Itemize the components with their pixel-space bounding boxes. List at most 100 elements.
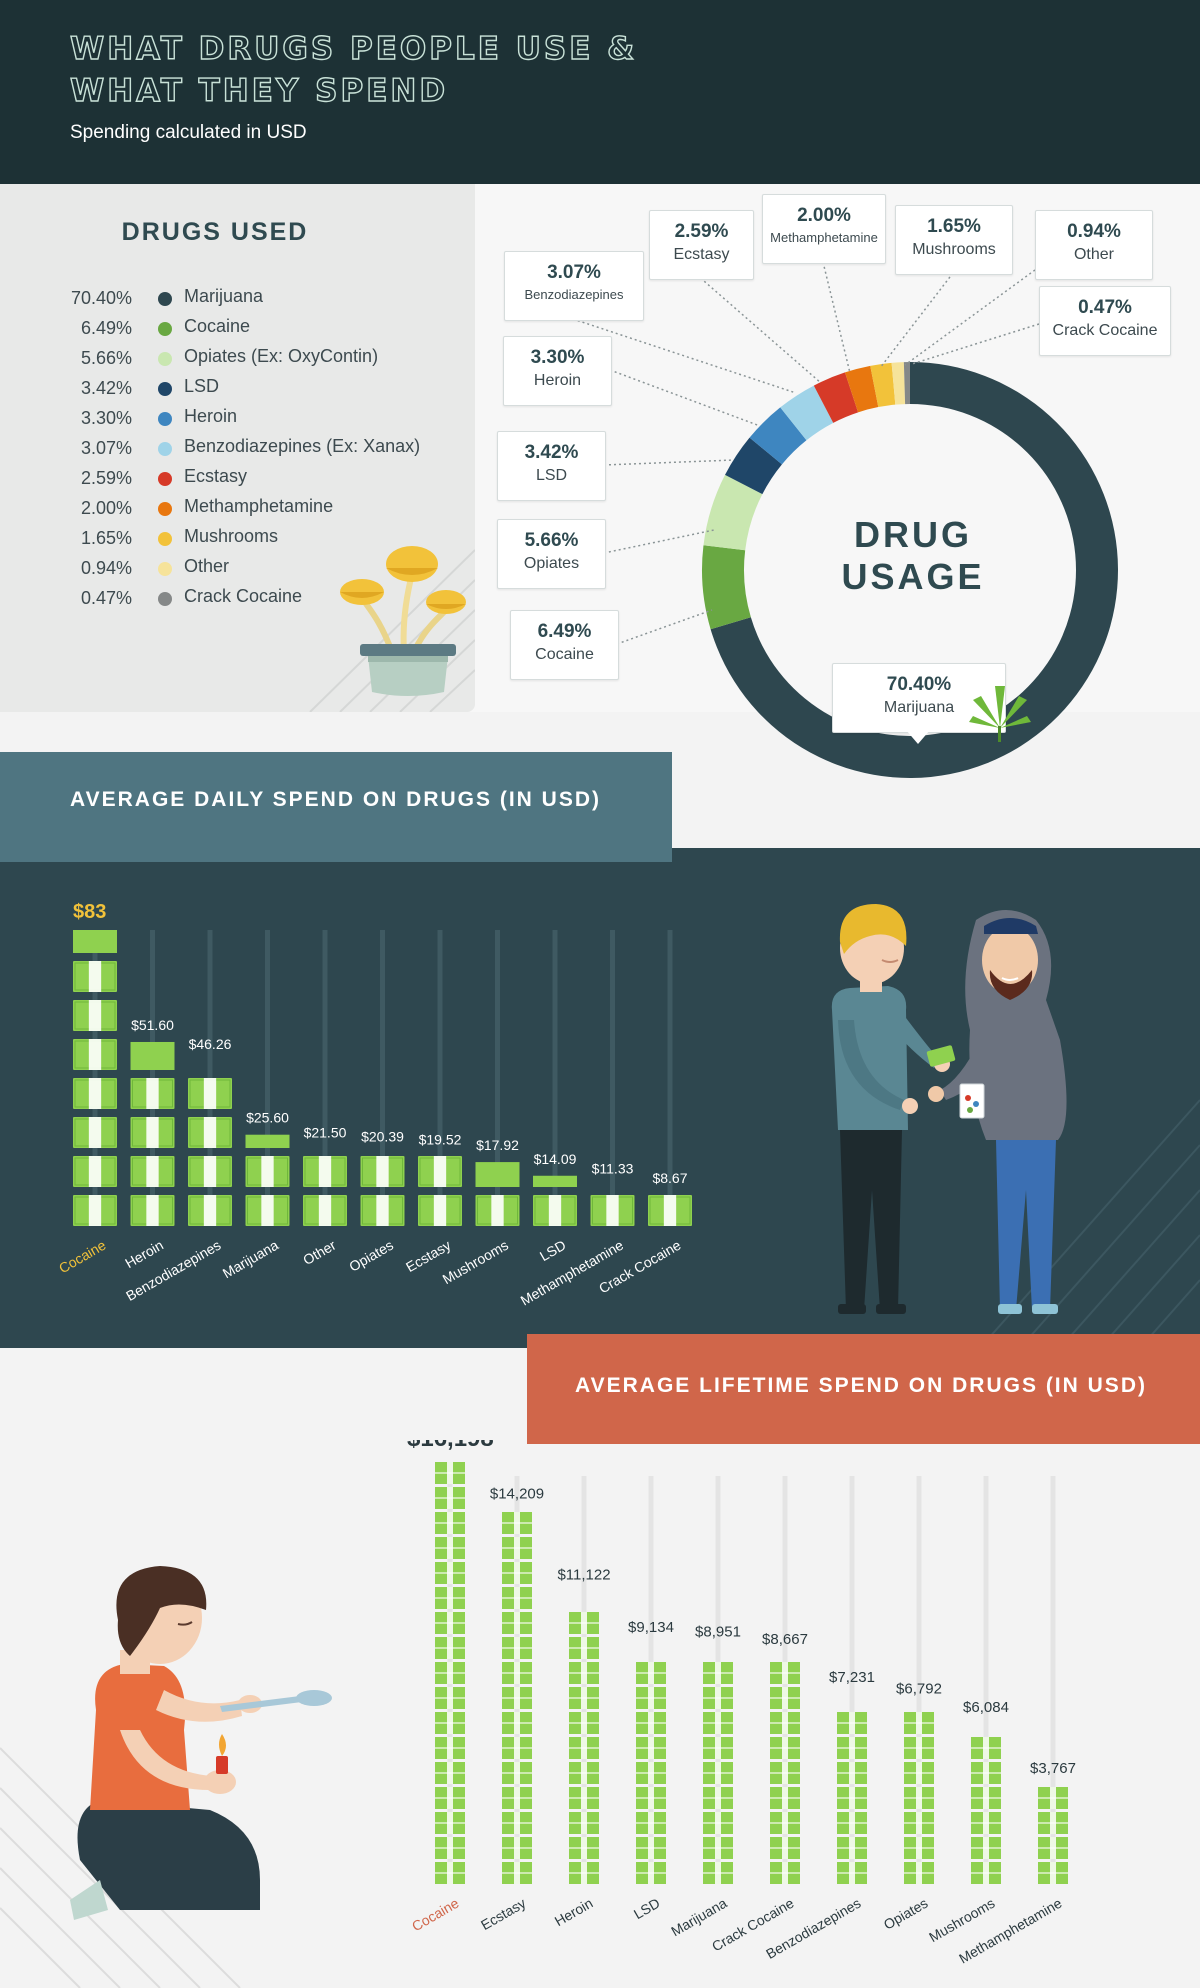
legend-swatch-icon (158, 562, 172, 576)
callout-crack-cocaine: 0.47% Crack Cocaine (1039, 286, 1171, 356)
lifetime-value-label: $6,084 (963, 1699, 1009, 1716)
lifetime-category-label: Heroin (552, 1895, 596, 1929)
legend-item-label: LSD (184, 376, 220, 396)
legend-swatch-icon (158, 292, 172, 306)
callout-name: Marijuana (883, 699, 955, 716)
lifetime-value-label: $6,792 (896, 1680, 942, 1697)
daily-category-label: Mushrooms (440, 1237, 511, 1287)
lifetime-bar-methamphetamine (1038, 1787, 1068, 1884)
legend-item-heroin: 3.30% Heroin (60, 402, 460, 432)
callout-name: Cocaine (535, 646, 594, 663)
callout-leader-line (616, 609, 713, 645)
page-title: WHAT DRUGS PEOPLE USE & WHAT THEY SPEND (69, 30, 638, 109)
legend-item-label: Marijuana (184, 286, 264, 306)
legend-swatch-icon (158, 322, 172, 336)
lifetime-value-label: $9,134 (628, 1619, 674, 1636)
daily-value-label: $21.50 (304, 1124, 347, 1140)
lifetime-value-label: $11,122 (557, 1566, 610, 1583)
callout-mushrooms: 1.65% Mushrooms (895, 205, 1013, 275)
lifetime-bar-lsd (636, 1662, 666, 1884)
lifetime-bar-marijuana (703, 1662, 733, 1884)
daily-bar-mushrooms (475, 1162, 520, 1226)
lifetime-value-label: $8,951 (695, 1624, 741, 1641)
legend-item-label: Crack Cocaine (184, 586, 303, 606)
legend-item-pct: 2.00% (80, 498, 132, 518)
callout-name: Mushrooms (912, 241, 996, 258)
lifetime-value-label: $16,198 (407, 1440, 494, 1452)
daily-bar-heroin (130, 1041, 175, 1226)
legend-item-benzodiazepines-ex-xanax: 3.07% Benzodiazepines (Ex: Xanax) (60, 432, 460, 462)
legend-item-label: Benzodiazepines (Ex: Xanax) (184, 436, 421, 456)
page-subtitle: Spending calculated in USD (70, 122, 307, 143)
lifetime-bar-chart: $16,198 Cocaine $14,209 Ecstasy $11,122 Heroi… (407, 1440, 1076, 1967)
callout-leader-line (911, 323, 1040, 365)
daily-bar-cocaine (73, 930, 117, 1226)
daily-category-label: Marijuana (220, 1237, 281, 1282)
callout-opiates: 5.66% Opiates (497, 519, 606, 589)
callout-pct: 3.30% (530, 347, 585, 368)
header-banner (0, 0, 1200, 184)
daily-value-label: $25.60 (246, 1110, 289, 1126)
drug-user-illustration (70, 1566, 332, 1920)
callout-leader-line (603, 459, 735, 466)
callout-leader-line (822, 261, 851, 374)
donut-slice-crack-cocaine (903, 362, 910, 405)
callout-cocaine: 6.49% Cocaine (510, 610, 619, 680)
lifetime-bar-crack-cocaine (770, 1662, 800, 1884)
legend-swatch-icon (158, 502, 172, 516)
lifetime-bar-ecstasy (502, 1512, 532, 1884)
legend-item-methamphetamine: 2.00% Methamphetamine (60, 492, 460, 522)
daily-category-label: Cocaine (56, 1237, 109, 1277)
callout-pct: 70.40% (886, 674, 952, 695)
daily-bar-marijuana (245, 1134, 290, 1226)
legend-item-pct: 6.49% (80, 318, 132, 338)
lifetime-value-label: $8,667 (762, 1631, 808, 1648)
callout-pct: 5.66% (524, 530, 579, 551)
callout-leaders (572, 261, 1040, 645)
daily-bar-other (303, 1156, 347, 1226)
legend-swatch-icon (158, 592, 172, 606)
daily-title-tab (0, 752, 672, 862)
daily-category-label: LSD (537, 1237, 569, 1264)
donut-chart (702, 362, 1118, 778)
callout-leader-line (700, 277, 822, 384)
cannabis-leaf-icon (969, 686, 1031, 742)
callout-name: Crack Cocaine (1052, 322, 1158, 339)
legend-item-pct: 3.30% (80, 408, 132, 428)
legend-item-pct: 70.40% (70, 288, 132, 308)
legend-swatch-icon (158, 412, 172, 426)
legend-item-lsd: 3.42% LSD (60, 372, 460, 402)
legend-item-pct: 0.94% (80, 558, 132, 578)
callout-pct: 6.49% (537, 621, 592, 642)
callout-methamphetamine: 2.00% Methamphetamine (762, 194, 886, 264)
daily-value-label: $19.52 (419, 1131, 462, 1147)
lifetime-title: AVERAGE LIFETIME SPEND ON DRUGS (IN USD) (575, 1374, 1147, 1397)
legend-item-crack-cocaine: 0.47% Crack Cocaine (60, 582, 460, 612)
callout-other: 0.94% Other (1035, 210, 1153, 280)
legend-item-label: Other (184, 556, 230, 576)
daily-value-label: $17.92 (476, 1137, 519, 1153)
daily-value-label: $83 (73, 901, 106, 923)
callout-ecstasy: 2.59% Ecstasy (649, 210, 754, 280)
lifetime-bar-benzodiazepines (837, 1712, 867, 1884)
daily-value-label: $14.09 (534, 1151, 577, 1167)
legend-swatch-icon (158, 352, 172, 366)
donut-slice-opiates (703, 474, 763, 551)
legend-item-pct: 0.47% (80, 588, 132, 608)
legend-item-label: Opiates (Ex: OxyContin) (184, 346, 379, 366)
legend-item-label: Mushrooms (184, 526, 279, 546)
donut-slice-mushrooms (870, 362, 896, 408)
donut-slice-other (891, 362, 906, 405)
callout-name: LSD (535, 467, 568, 484)
callout-leader-line (603, 529, 715, 554)
legend-item-other: 0.94% Other (60, 552, 460, 582)
legend-item-opiates-ex-oxycontin: 5.66% Opiates (Ex: OxyContin) (60, 342, 460, 372)
daily-value-label: $20.39 (361, 1128, 404, 1144)
callout-leader-line (572, 318, 797, 394)
callout-leader-line (609, 369, 761, 427)
lifetime-category-label: Ecstasy (478, 1895, 528, 1933)
daily-bar-opiates (360, 1156, 405, 1226)
daily-bar-methamphetamine (590, 1195, 635, 1226)
callout-name: Benzodiazepines (524, 287, 624, 302)
callout-name: Opiates (523, 555, 580, 572)
